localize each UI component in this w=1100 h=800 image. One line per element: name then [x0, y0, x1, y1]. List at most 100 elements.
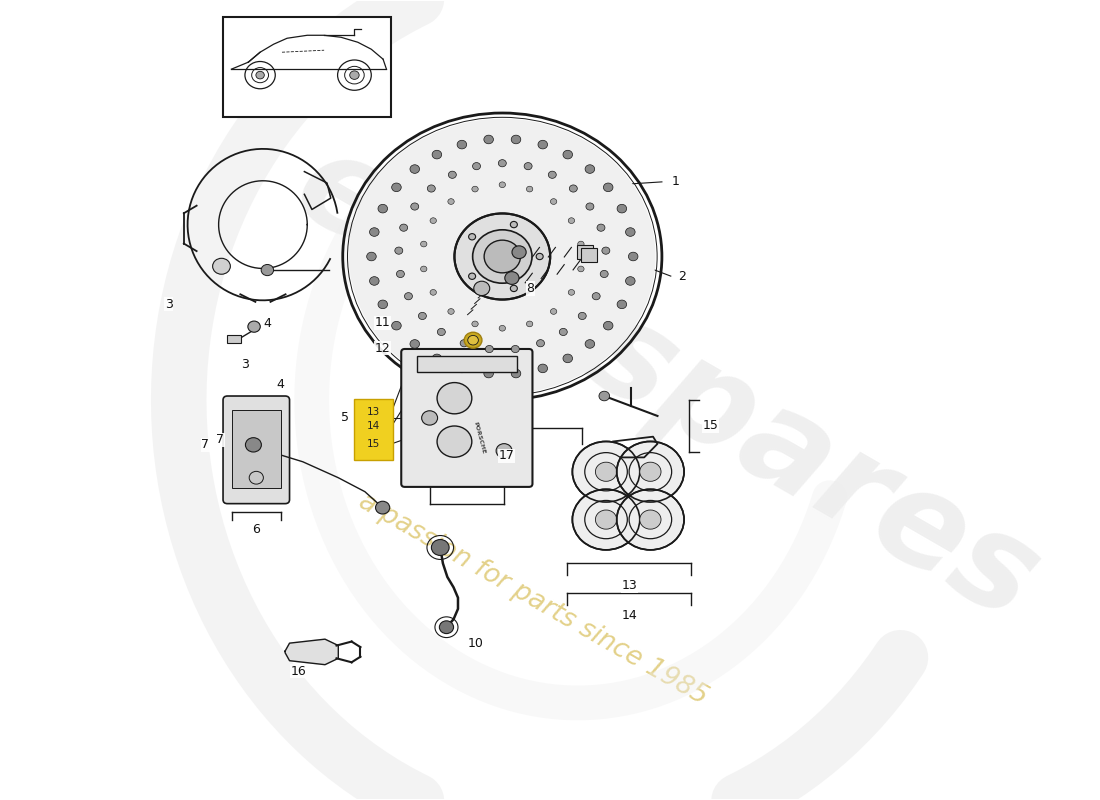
Circle shape [578, 241, 584, 247]
Circle shape [458, 364, 466, 373]
Circle shape [536, 254, 543, 260]
Circle shape [498, 160, 506, 167]
FancyBboxPatch shape [223, 396, 289, 504]
Circle shape [437, 382, 472, 414]
Circle shape [472, 321, 478, 326]
Circle shape [430, 290, 437, 295]
Bar [232, 410, 280, 488]
Circle shape [418, 312, 427, 319]
Circle shape [420, 241, 427, 247]
Circle shape [375, 502, 389, 514]
Circle shape [432, 354, 442, 362]
Circle shape [512, 370, 520, 378]
Circle shape [410, 165, 419, 174]
Bar [576, 245, 593, 259]
Circle shape [473, 162, 481, 170]
Circle shape [579, 312, 586, 319]
Circle shape [559, 328, 568, 335]
Circle shape [496, 444, 513, 458]
Circle shape [538, 140, 548, 149]
Circle shape [378, 204, 387, 213]
Circle shape [366, 252, 376, 261]
Circle shape [617, 204, 627, 213]
Circle shape [569, 218, 574, 223]
Circle shape [617, 442, 684, 502]
Circle shape [602, 247, 609, 254]
Circle shape [370, 228, 379, 236]
Text: 15: 15 [367, 439, 381, 449]
Circle shape [448, 198, 454, 205]
Text: 13: 13 [621, 579, 637, 592]
Circle shape [469, 234, 475, 240]
Text: 15: 15 [703, 419, 718, 432]
Text: 14: 14 [367, 422, 381, 431]
Circle shape [370, 277, 379, 286]
Circle shape [538, 364, 548, 373]
Circle shape [439, 621, 453, 634]
Circle shape [601, 270, 608, 278]
Text: 10: 10 [468, 637, 484, 650]
FancyBboxPatch shape [354, 399, 394, 460]
Text: 6: 6 [252, 523, 261, 537]
Circle shape [595, 510, 617, 529]
Circle shape [405, 293, 412, 300]
Circle shape [600, 391, 609, 401]
Circle shape [572, 490, 640, 550]
Bar [417, 356, 517, 372]
Circle shape [438, 328, 446, 335]
Text: 7: 7 [201, 438, 209, 451]
Text: 3: 3 [165, 298, 173, 310]
Circle shape [449, 171, 456, 178]
Circle shape [527, 186, 532, 192]
Text: 16: 16 [290, 665, 306, 678]
Circle shape [569, 290, 574, 295]
Circle shape [617, 300, 627, 309]
Circle shape [460, 340, 469, 347]
Circle shape [563, 354, 572, 362]
Circle shape [505, 272, 519, 285]
FancyBboxPatch shape [402, 349, 532, 487]
Circle shape [626, 228, 635, 236]
Text: 8: 8 [527, 282, 535, 295]
Circle shape [468, 335, 478, 345]
Circle shape [604, 183, 613, 192]
Circle shape [640, 510, 661, 529]
Circle shape [510, 286, 517, 291]
Circle shape [458, 140, 466, 149]
Circle shape [640, 462, 661, 482]
Circle shape [512, 135, 520, 144]
Circle shape [512, 246, 526, 258]
Circle shape [431, 539, 449, 555]
Circle shape [427, 185, 436, 192]
Circle shape [484, 135, 494, 144]
Circle shape [572, 442, 640, 502]
Circle shape [350, 71, 360, 79]
Text: 11: 11 [375, 316, 390, 329]
Circle shape [430, 218, 437, 223]
Circle shape [563, 150, 572, 159]
Circle shape [484, 370, 494, 378]
Text: 7: 7 [217, 434, 224, 446]
Circle shape [570, 185, 578, 192]
Polygon shape [285, 639, 339, 665]
Circle shape [469, 273, 475, 279]
Circle shape [510, 222, 517, 228]
Text: 17: 17 [498, 450, 514, 462]
Circle shape [396, 270, 405, 278]
Circle shape [550, 309, 557, 314]
Circle shape [212, 258, 230, 274]
Circle shape [448, 309, 454, 314]
Circle shape [420, 266, 427, 272]
Circle shape [499, 326, 506, 331]
Text: a passion for parts since 1985: a passion for parts since 1985 [354, 489, 713, 710]
Circle shape [464, 332, 482, 348]
Text: 4: 4 [263, 317, 272, 330]
Circle shape [410, 340, 419, 348]
Text: eurospares: eurospares [273, 120, 1059, 648]
Circle shape [399, 224, 408, 231]
Text: PORSCHE: PORSCHE [473, 421, 486, 454]
Text: 3: 3 [241, 358, 249, 370]
Circle shape [626, 277, 635, 286]
Circle shape [395, 247, 403, 254]
Circle shape [349, 118, 656, 394]
